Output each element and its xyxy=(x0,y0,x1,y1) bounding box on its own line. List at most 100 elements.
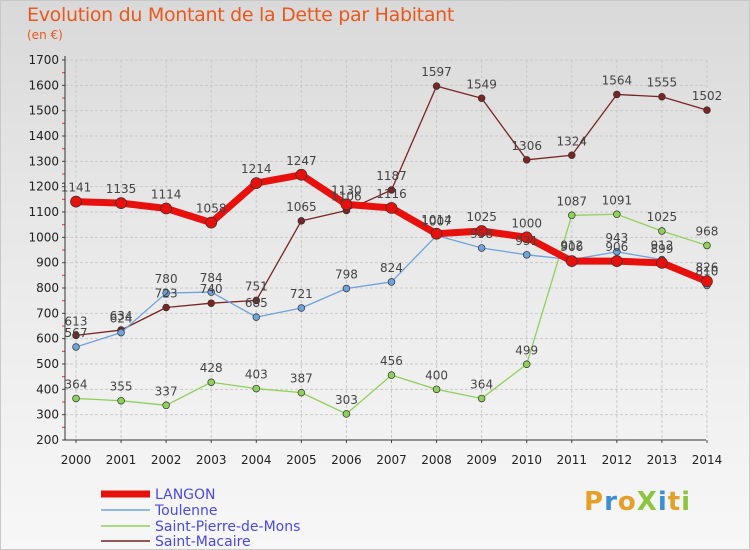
logo-letter: i xyxy=(681,487,692,517)
data-label: 1014 xyxy=(421,213,452,227)
y-tick-label: 1300 xyxy=(28,154,59,168)
data-point xyxy=(610,255,623,267)
x-tick-label: 2010 xyxy=(511,453,542,467)
data-label: 428 xyxy=(200,361,223,375)
data-point xyxy=(477,394,486,403)
data-label: 1130 xyxy=(331,183,362,197)
data-label: 958 xyxy=(470,227,493,241)
data-point xyxy=(385,202,398,214)
data-label: 613 xyxy=(65,314,88,328)
data-label: 1306 xyxy=(511,139,542,153)
data-label: 912 xyxy=(560,239,583,253)
x-tick-label: 2012 xyxy=(602,453,633,467)
logo-letter: o xyxy=(617,487,637,517)
data-label: 826 xyxy=(696,260,719,274)
data-label: 1555 xyxy=(647,76,678,90)
data-label: 1502 xyxy=(692,89,723,103)
data-label: 1135 xyxy=(106,182,137,196)
y-tick-label: 1200 xyxy=(28,180,59,194)
data-point xyxy=(522,251,531,259)
data-point xyxy=(387,278,396,286)
data-label: 912 xyxy=(650,239,673,253)
data-point xyxy=(342,410,351,418)
data-label: 1597 xyxy=(421,65,452,79)
y-tick-label: 1000 xyxy=(28,230,59,244)
data-label: 1091 xyxy=(602,193,633,207)
y-tick-label: 1100 xyxy=(28,205,59,219)
data-label: 355 xyxy=(110,380,133,394)
logo-letter: r xyxy=(604,487,618,517)
data-label: 685 xyxy=(245,296,268,310)
data-label: 740 xyxy=(200,282,223,296)
data-point xyxy=(432,82,441,90)
data-label: 1007 xyxy=(421,215,452,229)
data-label: 931 xyxy=(515,234,538,248)
y-tick-label: 800 xyxy=(36,281,59,295)
data-label: 624 xyxy=(110,312,133,326)
legend-label: Saint-Macaire xyxy=(155,534,251,550)
data-point xyxy=(568,151,576,160)
data-point xyxy=(568,211,576,220)
data-label: 456 xyxy=(380,354,403,368)
data-point xyxy=(162,303,170,312)
y-tick-label: 1600 xyxy=(28,78,59,92)
data-label: 1065 xyxy=(286,200,317,214)
chart-subtitle: (en €) xyxy=(27,28,63,42)
data-point xyxy=(162,401,170,410)
logo-letter: X xyxy=(636,487,658,517)
data-point xyxy=(522,360,531,369)
data-label: 723 xyxy=(155,287,178,301)
data-label: 1549 xyxy=(466,77,497,91)
data-point xyxy=(207,288,215,296)
x-tick-label: 2002 xyxy=(151,453,182,467)
x-tick-label: 2005 xyxy=(286,453,317,467)
data-label: 751 xyxy=(245,279,268,293)
data-point xyxy=(613,210,621,219)
data-point xyxy=(477,244,486,252)
x-tick-label: 2008 xyxy=(421,453,452,467)
y-tick-label: 200 xyxy=(36,433,59,447)
data-label: 906 xyxy=(605,240,628,254)
data-point xyxy=(297,304,306,312)
data-label: 1106 xyxy=(331,189,362,203)
data-point xyxy=(252,384,261,393)
data-label: 899 xyxy=(650,242,673,256)
x-tick-label: 2011 xyxy=(556,453,587,467)
data-label: 1025 xyxy=(647,210,678,224)
data-label: 337 xyxy=(155,384,178,398)
x-tick-label: 2014 xyxy=(692,453,723,467)
logo-letter: i xyxy=(657,487,668,517)
data-label: 943 xyxy=(605,231,628,245)
logo-letter: P xyxy=(584,487,605,517)
data-point xyxy=(475,225,488,237)
x-tick-label: 2000 xyxy=(61,453,92,467)
data-point xyxy=(656,257,668,269)
data-point xyxy=(340,198,353,211)
data-label: 499 xyxy=(515,343,538,357)
legend-label: Toulenne xyxy=(154,503,217,519)
data-label: 403 xyxy=(245,368,268,382)
data-label: 1000 xyxy=(511,216,542,230)
data-label: 1141 xyxy=(61,181,92,195)
data-point xyxy=(115,197,127,209)
data-label: 1564 xyxy=(602,73,633,87)
data-point xyxy=(342,284,351,293)
y-tick-label: 500 xyxy=(36,357,59,371)
y-tick-label: 300 xyxy=(36,408,59,422)
data-point xyxy=(70,195,82,208)
data-label: 1324 xyxy=(556,134,587,148)
data-point xyxy=(613,90,621,99)
x-tick-label: 2006 xyxy=(331,453,362,467)
data-label: 906 xyxy=(560,240,583,254)
data-point xyxy=(252,313,261,321)
data-point xyxy=(205,216,218,229)
data-label: 721 xyxy=(290,287,313,301)
data-label: 1058 xyxy=(196,202,227,216)
data-label: 780 xyxy=(155,272,178,286)
x-tick-label: 2013 xyxy=(647,453,678,467)
data-point xyxy=(162,289,170,297)
y-tick-label: 600 xyxy=(36,332,59,346)
data-label: 1214 xyxy=(241,162,272,176)
